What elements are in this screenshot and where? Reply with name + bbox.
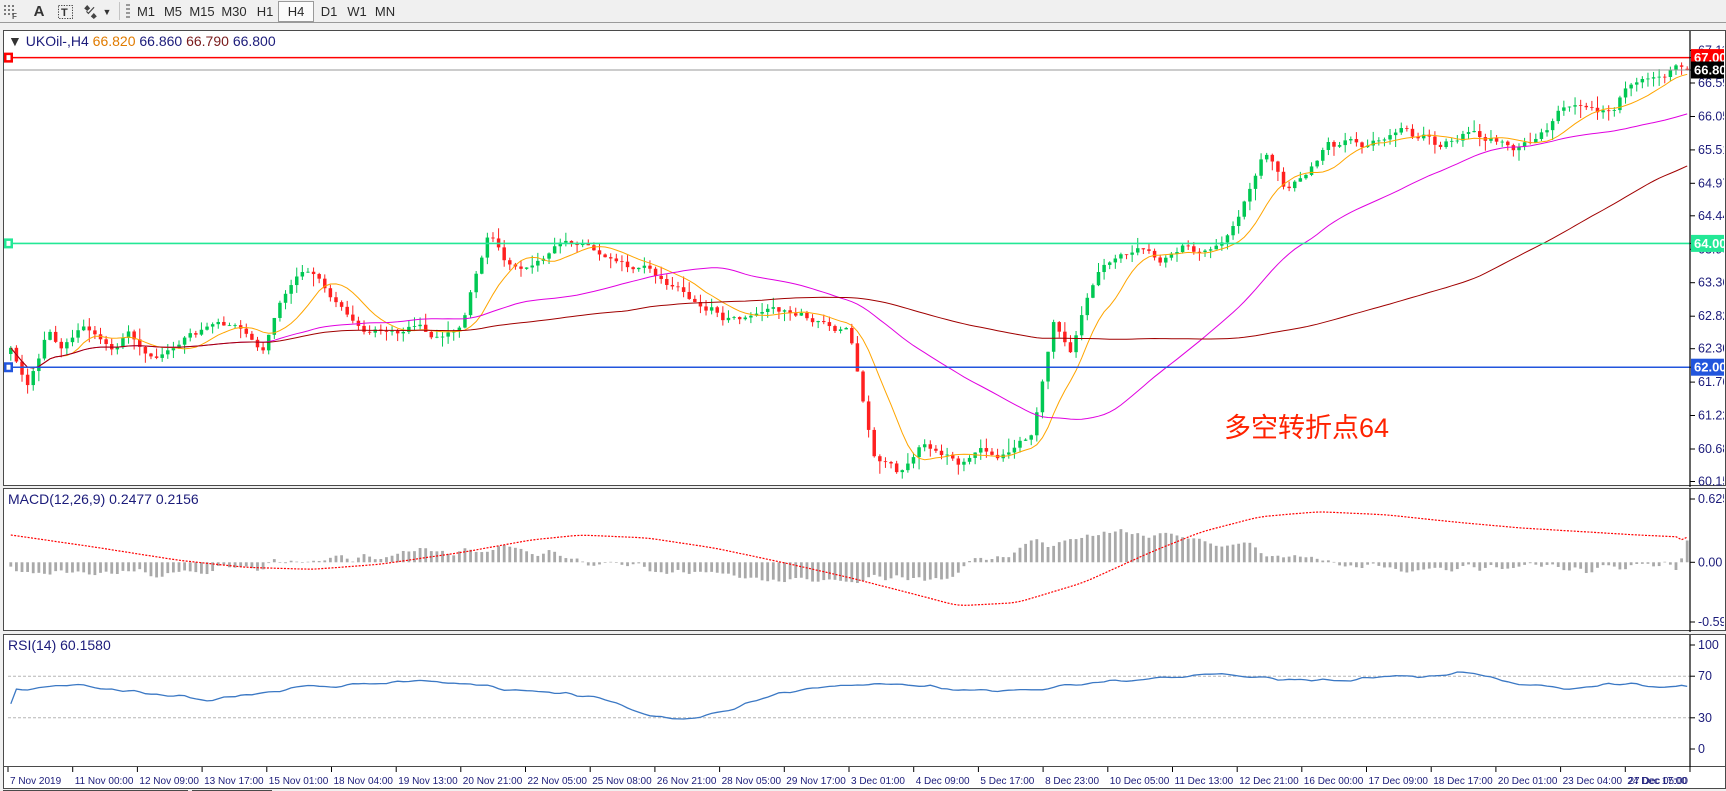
svg-text:10 Dec 05:00: 10 Dec 05:00 <box>1110 776 1170 787</box>
svg-text:17 Dec 09:00: 17 Dec 09:00 <box>1369 776 1429 787</box>
svg-text:7 Nov 2019: 7 Nov 2019 <box>10 776 62 787</box>
svg-text:100: 100 <box>1698 638 1719 652</box>
svg-text:0.00: 0.00 <box>1698 555 1722 569</box>
svg-text:25 Nov 08:00: 25 Nov 08:00 <box>592 776 652 787</box>
svg-text:0: 0 <box>1698 742 1705 756</box>
svg-text:F: F <box>12 12 17 19</box>
svg-text:65.510: 65.510 <box>1698 143 1724 157</box>
svg-text:64.000: 64.000 <box>1694 236 1724 251</box>
svg-text:4 Dec 09:00: 4 Dec 09:00 <box>916 776 970 787</box>
svg-text:26 Nov 21:00: 26 Nov 21:00 <box>657 776 717 787</box>
svg-text:28 Nov 05:00: 28 Nov 05:00 <box>722 776 782 787</box>
svg-text:18 Nov 04:00: 18 Nov 04:00 <box>334 776 394 787</box>
svg-text:8 Dec 23:00: 8 Dec 23:00 <box>1045 776 1099 787</box>
svg-text:23 Dec 04:00: 23 Dec 04:00 <box>1563 776 1623 787</box>
svg-text:29 Nov 17:00: 29 Nov 17:00 <box>786 776 846 787</box>
svg-text:11 Dec 13:00: 11 Dec 13:00 <box>1175 776 1234 787</box>
svg-text:60.680: 60.680 <box>1698 442 1724 456</box>
svg-text:61.760: 61.760 <box>1698 375 1724 389</box>
svg-text:66.050: 66.050 <box>1698 110 1724 124</box>
svg-text:64.445: 64.445 <box>1698 209 1724 223</box>
svg-text:12 Nov 09:00: 12 Nov 09:00 <box>139 776 199 787</box>
svg-text:22 Nov 05:00: 22 Nov 05:00 <box>528 776 588 787</box>
svg-text:62.300: 62.300 <box>1698 342 1724 356</box>
svg-text:18 Dec 17:00: 18 Dec 17:00 <box>1433 776 1493 787</box>
svg-text:-0.5903: -0.5903 <box>1698 615 1724 629</box>
svg-text:30: 30 <box>1698 711 1712 725</box>
svg-text:16 Dec 00:00: 16 Dec 00:00 <box>1304 776 1364 787</box>
svg-text:70: 70 <box>1698 669 1712 683</box>
svg-text:20 Nov 21:00: 20 Nov 21:00 <box>463 776 523 787</box>
svg-text:60.155: 60.155 <box>1698 475 1724 488</box>
svg-text:15 Nov 01:00: 15 Nov 01:00 <box>269 776 329 787</box>
svg-text:27 Dec 05:00: 27 Dec 05:00 <box>1629 776 1689 787</box>
svg-text:12 Dec 21:00: 12 Dec 21:00 <box>1239 776 1299 787</box>
svg-text:62.825: 62.825 <box>1698 309 1724 323</box>
svg-text:11 Nov 00:00: 11 Nov 00:00 <box>75 776 134 787</box>
svg-text:多空转折点64: 多空转折点64 <box>1224 413 1389 443</box>
svg-text:20 Dec 01:00: 20 Dec 01:00 <box>1498 776 1558 787</box>
svg-text:62.000: 62.000 <box>1694 360 1724 375</box>
svg-text:64.970: 64.970 <box>1698 176 1724 190</box>
svg-text:13 Nov 17:00: 13 Nov 17:00 <box>204 776 264 787</box>
svg-text:19 Nov 13:00: 19 Nov 13:00 <box>398 776 458 787</box>
svg-text:61.220: 61.220 <box>1698 409 1724 423</box>
svg-text:63.365: 63.365 <box>1698 276 1724 290</box>
svg-text:5 Dec 17:00: 5 Dec 17:00 <box>980 776 1034 787</box>
svg-text:T: T <box>61 7 68 19</box>
svg-text:3 Dec 01:00: 3 Dec 01:00 <box>851 776 905 787</box>
svg-text:66.800: 66.800 <box>1694 63 1724 78</box>
svg-text:0.6255: 0.6255 <box>1698 492 1724 506</box>
